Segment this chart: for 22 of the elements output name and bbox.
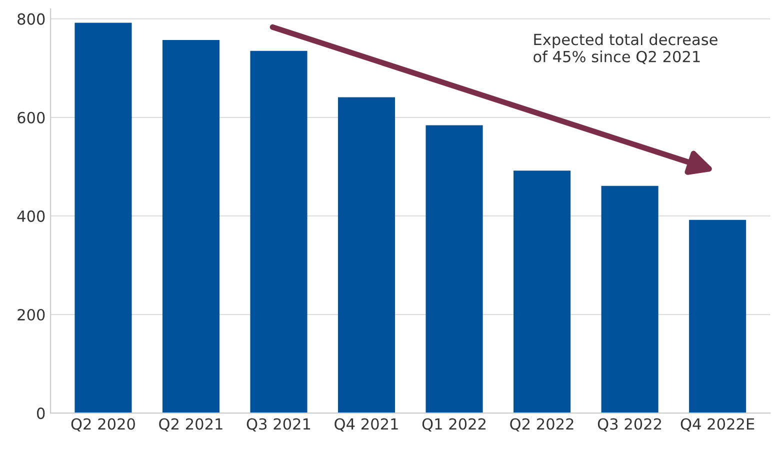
bar <box>601 186 658 414</box>
y-tick-label: 0 <box>36 408 45 420</box>
bar <box>338 97 396 414</box>
y-tick-label: 400 <box>17 210 45 222</box>
x-tick-label: Q3 2022 <box>598 418 662 432</box>
y-tick-label: 600 <box>18 112 45 124</box>
x-tick-label: Q4 2021 <box>334 418 398 432</box>
annotation: Expected total decrease of 45% since Q2 2021 <box>534 33 718 64</box>
y-tick-label: 200 <box>18 308 45 321</box>
bar <box>514 170 571 414</box>
bar <box>250 50 308 414</box>
bar <box>162 40 220 414</box>
y-tick-label: 800 <box>18 13 45 25</box>
bar <box>689 220 746 414</box>
x-tick-label: Q2 2020 <box>71 418 135 432</box>
x-tick-label: Q1 2022 <box>422 418 486 432</box>
x-tick-label: Q2 2021 <box>159 418 222 432</box>
x-tick-label: Q4 2022E <box>680 418 754 432</box>
x-tick-label: Q3 2021 <box>246 418 310 432</box>
x-tick-label: Q2 2022 <box>510 418 574 432</box>
bar <box>74 22 132 414</box>
bar <box>426 125 483 414</box>
